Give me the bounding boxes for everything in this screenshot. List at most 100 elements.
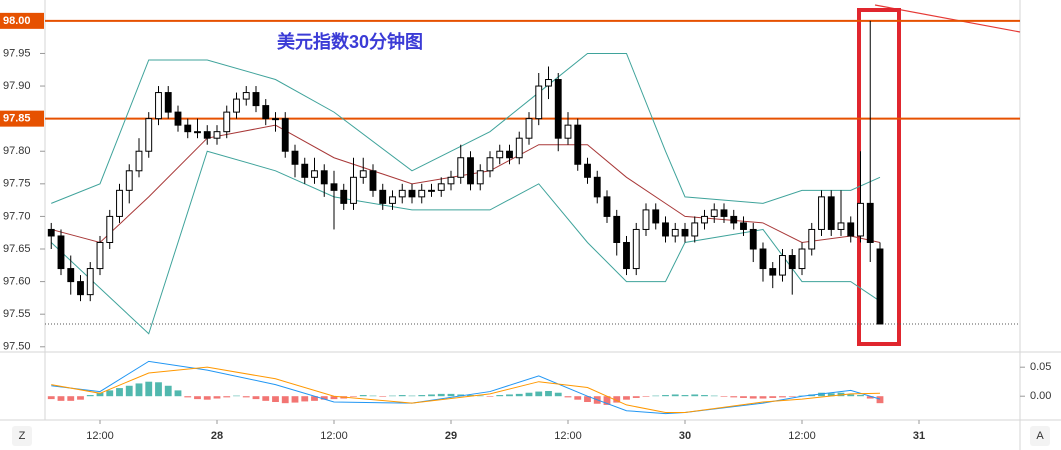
- x-tick-label: 31: [913, 430, 925, 442]
- histogram-bar: [506, 394, 513, 397]
- candle-body: [57, 235, 65, 270]
- candle-body: [194, 131, 201, 134]
- candle-body: [47, 228, 55, 237]
- histogram-bar: [632, 396, 640, 398]
- histogram-bar: [194, 396, 201, 400]
- histogram-bar: [574, 396, 582, 400]
- candle-body: [710, 209, 718, 217]
- histogram-bar: [350, 396, 357, 397]
- candle-body: [545, 79, 552, 87]
- candle-body: [652, 209, 660, 224]
- candle-body: [223, 111, 231, 133]
- auto-button[interactable]: [1030, 426, 1050, 446]
- histogram-bar: [281, 396, 289, 404]
- y-tick-label: 97.70: [3, 210, 31, 222]
- candle-body: [203, 131, 211, 139]
- candle-body: [320, 170, 328, 185]
- histogram-bar: [467, 395, 474, 397]
- candle-body: [837, 222, 845, 230]
- candle-body: [525, 118, 533, 139]
- candle-body: [759, 248, 767, 270]
- histogram-bar: [272, 396, 279, 403]
- y-tick-label: 97.50: [3, 341, 31, 353]
- histogram-bar: [691, 394, 699, 397]
- histogram-bar: [155, 382, 162, 397]
- histogram-bar: [740, 396, 747, 398]
- histogram-bar: [710, 395, 718, 397]
- candle-body: [379, 189, 387, 204]
- scale-button[interactable]: [12, 426, 32, 446]
- histogram-bar: [77, 396, 84, 400]
- candle-body: [623, 241, 630, 270]
- scale-button-label[interactable]: Z: [19, 430, 26, 442]
- histogram-bar: [47, 396, 55, 400]
- histogram-bar: [106, 390, 114, 397]
- histogram-bar: [720, 396, 728, 397]
- x-tick-label: 12:00: [788, 430, 816, 442]
- histogram-bar: [554, 392, 562, 397]
- x-tick-label: 12:00: [554, 430, 582, 442]
- histogram-bar: [252, 396, 260, 400]
- x-tick-label: 29: [445, 430, 457, 442]
- histogram-bar: [164, 385, 172, 397]
- auto-button-label[interactable]: A: [1036, 430, 1044, 442]
- histogram-bar: [213, 396, 221, 399]
- candle-body: [818, 196, 825, 230]
- x-tick-label: 12:00: [320, 430, 348, 442]
- candle-body: [857, 202, 864, 237]
- level-badge: [0, 12, 44, 29]
- histogram-bar: [57, 396, 65, 401]
- histogram-bar: [311, 396, 318, 401]
- candle-body: [691, 222, 699, 237]
- candle-body: [145, 118, 153, 152]
- histogram-bar: [437, 393, 445, 397]
- candle-body: [174, 111, 182, 126]
- candle-body: [827, 196, 835, 230]
- candle-body: [184, 124, 192, 133]
- candle-body: [496, 150, 504, 159]
- histogram-bar: [408, 395, 416, 397]
- level-label: 97.85: [3, 113, 31, 125]
- candle-body: [701, 215, 708, 224]
- candle-body: [515, 137, 523, 159]
- candle-body: [242, 92, 250, 100]
- histogram-bar: [564, 396, 572, 398]
- histogram-bar: [701, 395, 708, 397]
- candle-body: [428, 189, 435, 192]
- histogram-bar: [876, 396, 884, 404]
- histogram-bar: [652, 395, 660, 397]
- histogram-bar: [623, 396, 630, 400]
- histogram-bar: [428, 394, 435, 397]
- candle-body: [788, 255, 796, 270]
- histogram-bar: [779, 396, 786, 398]
- chart-title: 美元指数30分钟图: [277, 31, 423, 52]
- histogram-bar: [145, 381, 153, 397]
- histogram-bar: [515, 393, 523, 397]
- histogram-bar: [125, 385, 133, 397]
- histogram-bar: [174, 390, 182, 397]
- histogram-bar: [749, 396, 757, 399]
- candle-body: [291, 150, 299, 165]
- candle-body: [359, 170, 367, 178]
- histogram-bar: [525, 392, 533, 397]
- histogram-bar: [847, 394, 855, 397]
- candle-body: [632, 228, 640, 270]
- histogram-bar: [788, 396, 796, 397]
- candle-body: [408, 189, 416, 198]
- histogram-bar: [818, 392, 825, 397]
- y-tick-label: 0.00: [1030, 390, 1051, 402]
- candle-body: [67, 268, 75, 283]
- histogram-bar: [116, 388, 123, 397]
- candle-body: [252, 92, 260, 107]
- candle-body: [779, 255, 786, 276]
- candle-body: [535, 85, 543, 120]
- candle-body: [272, 118, 279, 121]
- y-tick-label: 97.75: [3, 178, 31, 190]
- candle-body: [389, 196, 396, 204]
- candle-body: [418, 189, 426, 198]
- candle-body: [311, 170, 318, 178]
- histogram-bar: [730, 396, 738, 398]
- candle-body: [847, 222, 855, 237]
